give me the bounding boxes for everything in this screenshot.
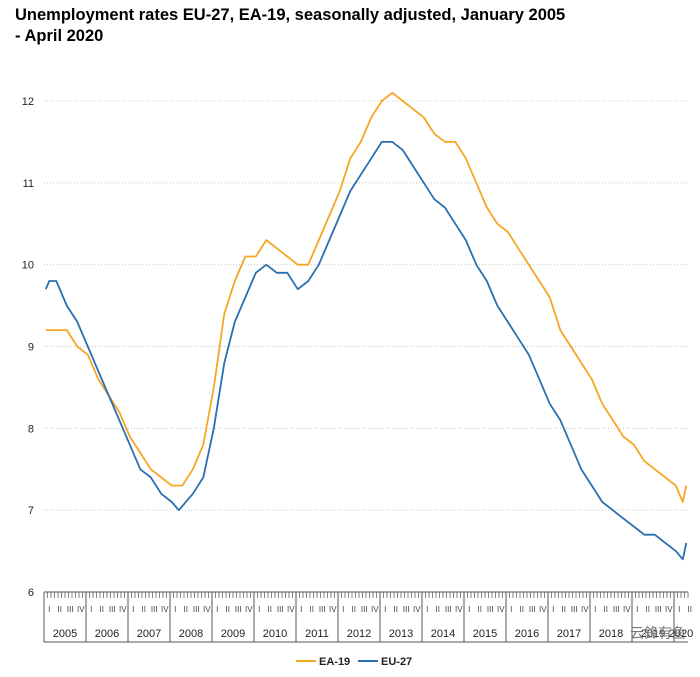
quarter-label: III: [571, 605, 578, 614]
x-year-label: 2010: [263, 628, 287, 640]
quarter-label: IV: [329, 605, 337, 614]
quarter-label: III: [361, 605, 368, 614]
quarter-label: IV: [203, 605, 211, 614]
quarter-label: I: [552, 605, 554, 614]
quarter-label: I: [342, 605, 344, 614]
quarter-label: II: [310, 605, 314, 614]
quarter-label: III: [277, 605, 284, 614]
quarter-label: II: [352, 605, 356, 614]
quarter-label: IV: [77, 605, 85, 614]
quarter-label: II: [58, 605, 62, 614]
watermark: 云鋒有鱼: [630, 625, 686, 641]
legend-label-eu-27: EU-27: [381, 656, 412, 668]
y-tick-label: 8: [28, 423, 34, 435]
x-year-label: 2012: [347, 628, 371, 640]
x-year-label: 2017: [557, 628, 581, 640]
quarter-label: II: [436, 605, 440, 614]
y-tick-label: 12: [22, 96, 34, 108]
quarter-label: II: [394, 605, 398, 614]
x-year-label: 2013: [389, 628, 413, 640]
x-year-label: 2019: [641, 628, 665, 640]
x-year-label: 2009: [221, 628, 245, 640]
quarter-label: II: [142, 605, 146, 614]
quarter-label: I: [90, 605, 92, 614]
quarter-label: II: [604, 605, 608, 614]
quarter-label: I: [216, 605, 218, 614]
y-tick-label: 6: [28, 587, 34, 599]
quarter-label: I: [258, 605, 260, 614]
quarter-label: I: [384, 605, 386, 614]
series-line-ea-19: [45, 91, 688, 503]
quarter-label: I: [132, 605, 134, 614]
x-year-label: 2016: [515, 628, 539, 640]
quarter-label: I: [300, 605, 302, 614]
quarter-label: II: [226, 605, 230, 614]
quarter-label: III: [67, 605, 74, 614]
quarter-label: I: [678, 605, 680, 614]
quarter-label: II: [688, 605, 692, 614]
legend: EA-19 EU-27: [296, 656, 412, 668]
quarter-label: III: [109, 605, 116, 614]
quarter-label: I: [594, 605, 596, 614]
quarter-label: II: [562, 605, 566, 614]
x-year-label: 2018: [599, 628, 623, 640]
quarter-label: IV: [623, 605, 631, 614]
quarter-label: III: [487, 605, 494, 614]
gridlines: [44, 100, 688, 511]
x-year-label: 2015: [473, 628, 497, 640]
x-year-label: 2005: [53, 628, 77, 640]
quarter-label: III: [655, 605, 662, 614]
x-year-label: 2011: [305, 628, 329, 640]
quarter-label: I: [174, 605, 176, 614]
quarter-label: IV: [539, 605, 547, 614]
quarter-label: III: [235, 605, 242, 614]
quarter-label: III: [151, 605, 158, 614]
quarter-label: II: [184, 605, 188, 614]
quarter-label: IV: [497, 605, 505, 614]
quarter-label: IV: [665, 605, 673, 614]
quarter-label: II: [520, 605, 524, 614]
quarter-label: I: [48, 605, 50, 614]
quarter-label: II: [268, 605, 272, 614]
quarter-label: IV: [287, 605, 295, 614]
y-tick-label: 9: [28, 342, 34, 354]
quarter-label: III: [613, 605, 620, 614]
quarter-label: I: [468, 605, 470, 614]
quarter-label: IV: [413, 605, 421, 614]
quarter-label: II: [100, 605, 104, 614]
quarter-label: I: [426, 605, 428, 614]
y-tick-label: 10: [22, 260, 34, 272]
quarter-label: II: [478, 605, 482, 614]
x-year-label: 2014: [431, 628, 455, 640]
quarter-label: IV: [455, 605, 463, 614]
quarter-label: III: [319, 605, 326, 614]
x-year-label: 2007: [137, 628, 161, 640]
legend-label-ea-19: EA-19: [319, 656, 350, 668]
quarter-label: I: [510, 605, 512, 614]
series-line-eu-27: [44, 140, 688, 561]
x-year-label: 2020: [669, 628, 693, 640]
y-tick-label: 11: [23, 178, 34, 190]
x-year-label: 2008: [179, 628, 203, 640]
quarter-label: I: [636, 605, 638, 614]
quarter-label: IV: [119, 605, 127, 614]
quarter-label: III: [403, 605, 410, 614]
quarter-label: III: [445, 605, 452, 614]
series-lines: [44, 91, 688, 561]
x-year-label: 2006: [95, 628, 119, 640]
quarter-label: III: [193, 605, 200, 614]
y-axis-ticks: 6 7 8 9 10 11 12: [22, 96, 34, 599]
y-tick-label: 7: [28, 505, 34, 517]
quarter-label: II: [646, 605, 650, 614]
quarter-label: IV: [245, 605, 253, 614]
quarter-label: IV: [161, 605, 169, 614]
quarter-label: III: [529, 605, 536, 614]
quarter-label: IV: [371, 605, 379, 614]
quarter-label: IV: [581, 605, 589, 614]
chart-title: Unemployment rates EU-27, EA-19, seasona…: [15, 6, 566, 45]
